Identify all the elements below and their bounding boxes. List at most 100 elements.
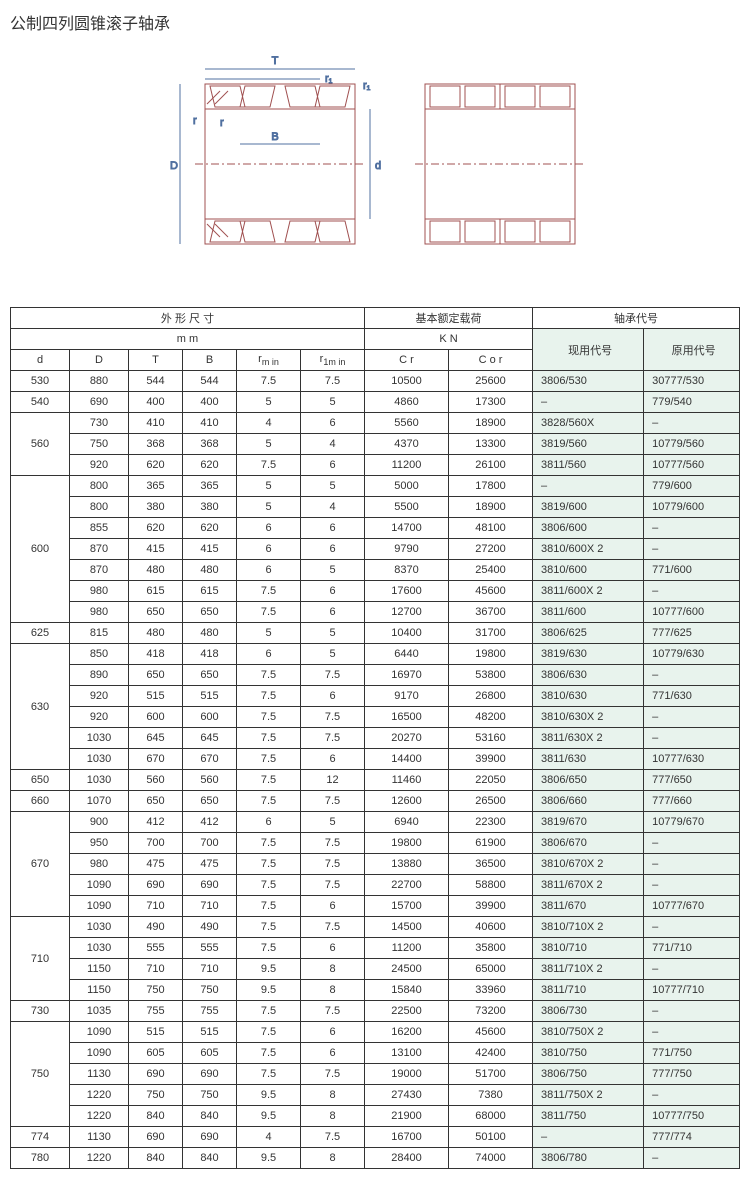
cell-r1min: 7.5 — [301, 791, 365, 812]
cell-rmin: 7.5 — [237, 917, 301, 938]
label-d: d — [375, 160, 381, 172]
table-row: 78012208408409.5828400740003806/780– — [11, 1148, 740, 1169]
cell-B: 700 — [183, 833, 237, 854]
cell-Cor: 73200 — [449, 1001, 533, 1022]
col-B: B — [183, 350, 237, 371]
cell-T: 620 — [129, 518, 183, 539]
cell-orig: – — [644, 917, 740, 938]
spec-table: 外 形 尺 寸 基本额定载荷 轴承代号 m m K N 现用代号 原用代号 d … — [10, 307, 740, 1169]
cell-D: 815 — [70, 623, 129, 644]
cell-cur: 3811/670X 2 — [533, 875, 644, 896]
cell-rmin: 9.5 — [237, 1148, 301, 1169]
cell-Cor: 39900 — [449, 749, 533, 770]
cell-cur: 3806/625 — [533, 623, 644, 644]
cell-D: 900 — [70, 812, 129, 833]
col-Cor: C o r — [449, 350, 533, 371]
cell-Cor: 31700 — [449, 623, 533, 644]
cell-orig: 10779/600 — [644, 497, 740, 518]
cell-Cr: 12600 — [365, 791, 449, 812]
cell-r1min: 8 — [301, 1148, 365, 1169]
cell-Cr: 16700 — [365, 1127, 449, 1148]
cell-B: 555 — [183, 938, 237, 959]
cell-cur: 3810/630 — [533, 686, 644, 707]
cell-orig: – — [644, 707, 740, 728]
table-row: 10305555557.5611200358003810/710771/710 — [11, 938, 740, 959]
label-B: B — [271, 131, 278, 143]
table-row: 9806506507.5612700367003811/60010777/600 — [11, 602, 740, 623]
cell-r1min: 7.5 — [301, 833, 365, 854]
cell-D: 980 — [70, 854, 129, 875]
cell-D: 870 — [70, 560, 129, 581]
cell-Cor: 35800 — [449, 938, 533, 959]
table-row: 10907107107.5615700399003811/67010777/67… — [11, 896, 740, 917]
cell-orig: 779/600 — [644, 476, 740, 497]
cell-cur: 3811/630 — [533, 749, 644, 770]
cell-Cor: 22050 — [449, 770, 533, 791]
cell-Cr: 9170 — [365, 686, 449, 707]
table-row: 11507107109.5824500650003811/710X 2– — [11, 959, 740, 980]
cell-T: 418 — [129, 644, 183, 665]
cell-rmin: 7.5 — [237, 896, 301, 917]
table-row: 774113069069047.51670050100–777/774 — [11, 1127, 740, 1148]
cell-Cor: 25400 — [449, 560, 533, 581]
cell-D: 980 — [70, 581, 129, 602]
cell-rmin: 4 — [237, 1127, 301, 1148]
cell-B: 650 — [183, 791, 237, 812]
cell-cur: 3810/670X 2 — [533, 854, 644, 875]
label-r1-top: r₁ — [325, 73, 333, 85]
cell-T: 605 — [129, 1043, 183, 1064]
cell-cur: 3806/750 — [533, 1064, 644, 1085]
cell-D: 1090 — [70, 1043, 129, 1064]
cell-rmin: 7.5 — [237, 602, 301, 623]
cell-rmin: 7.5 — [237, 854, 301, 875]
cell-Cr: 16500 — [365, 707, 449, 728]
cell-D: 920 — [70, 707, 129, 728]
cell-T: 515 — [129, 1022, 183, 1043]
table-row: 12207507509.582743073803811/750X 2– — [11, 1085, 740, 1106]
cell-Cr: 11200 — [365, 455, 449, 476]
cell-B: 710 — [183, 959, 237, 980]
cell-cur: – — [533, 476, 644, 497]
cell-Cr: 4860 — [365, 392, 449, 413]
cell-D: 1150 — [70, 980, 129, 1001]
col-D: D — [70, 350, 129, 371]
cell-D: 1035 — [70, 1001, 129, 1022]
cell-d: 560 — [11, 413, 70, 476]
cell-cur: – — [533, 1127, 644, 1148]
cell-B: 418 — [183, 644, 237, 665]
cell-cur: 3810/750X 2 — [533, 1022, 644, 1043]
cell-cur: 3819/630 — [533, 644, 644, 665]
label-r-inner: r — [220, 117, 224, 129]
cell-Cor: 48200 — [449, 707, 533, 728]
cell-cur: 3806/600 — [533, 518, 644, 539]
table-row: 9206206207.5611200261003811/56010777/560 — [11, 455, 740, 476]
cell-Cor: 65000 — [449, 959, 533, 980]
table-row: 8906506507.57.516970538003806/630– — [11, 665, 740, 686]
table-row: 11306906907.57.519000517003806/750777/75… — [11, 1064, 740, 1085]
col-d: d — [11, 350, 70, 371]
table-row: 11507507509.5815840339603811/71010777/71… — [11, 980, 740, 1001]
cell-r1min: 8 — [301, 959, 365, 980]
cell-T: 755 — [129, 1001, 183, 1022]
cell-orig: – — [644, 518, 740, 539]
cell-Cr: 21900 — [365, 1106, 449, 1127]
cell-Cor: 45600 — [449, 581, 533, 602]
cell-r1min: 7.5 — [301, 707, 365, 728]
cell-Cr: 5000 — [365, 476, 449, 497]
cell-rmin: 6 — [237, 518, 301, 539]
cell-d: 600 — [11, 476, 70, 623]
cell-Cr: 19800 — [365, 833, 449, 854]
cell-r1min: 6 — [301, 539, 365, 560]
cell-D: 920 — [70, 455, 129, 476]
col-r1min: r1m in — [301, 350, 365, 371]
cell-Cr: 5560 — [365, 413, 449, 434]
cell-Cr: 22700 — [365, 875, 449, 896]
table-row: 54069040040055486017300–779/540 — [11, 392, 740, 413]
hdr-load: 基本额定载荷 — [365, 308, 533, 329]
cell-r1min: 7.5 — [301, 1064, 365, 1085]
cell-T: 700 — [129, 833, 183, 854]
cell-Cr: 6440 — [365, 644, 449, 665]
cell-orig: – — [644, 833, 740, 854]
cell-T: 560 — [129, 770, 183, 791]
cell-D: 920 — [70, 686, 129, 707]
